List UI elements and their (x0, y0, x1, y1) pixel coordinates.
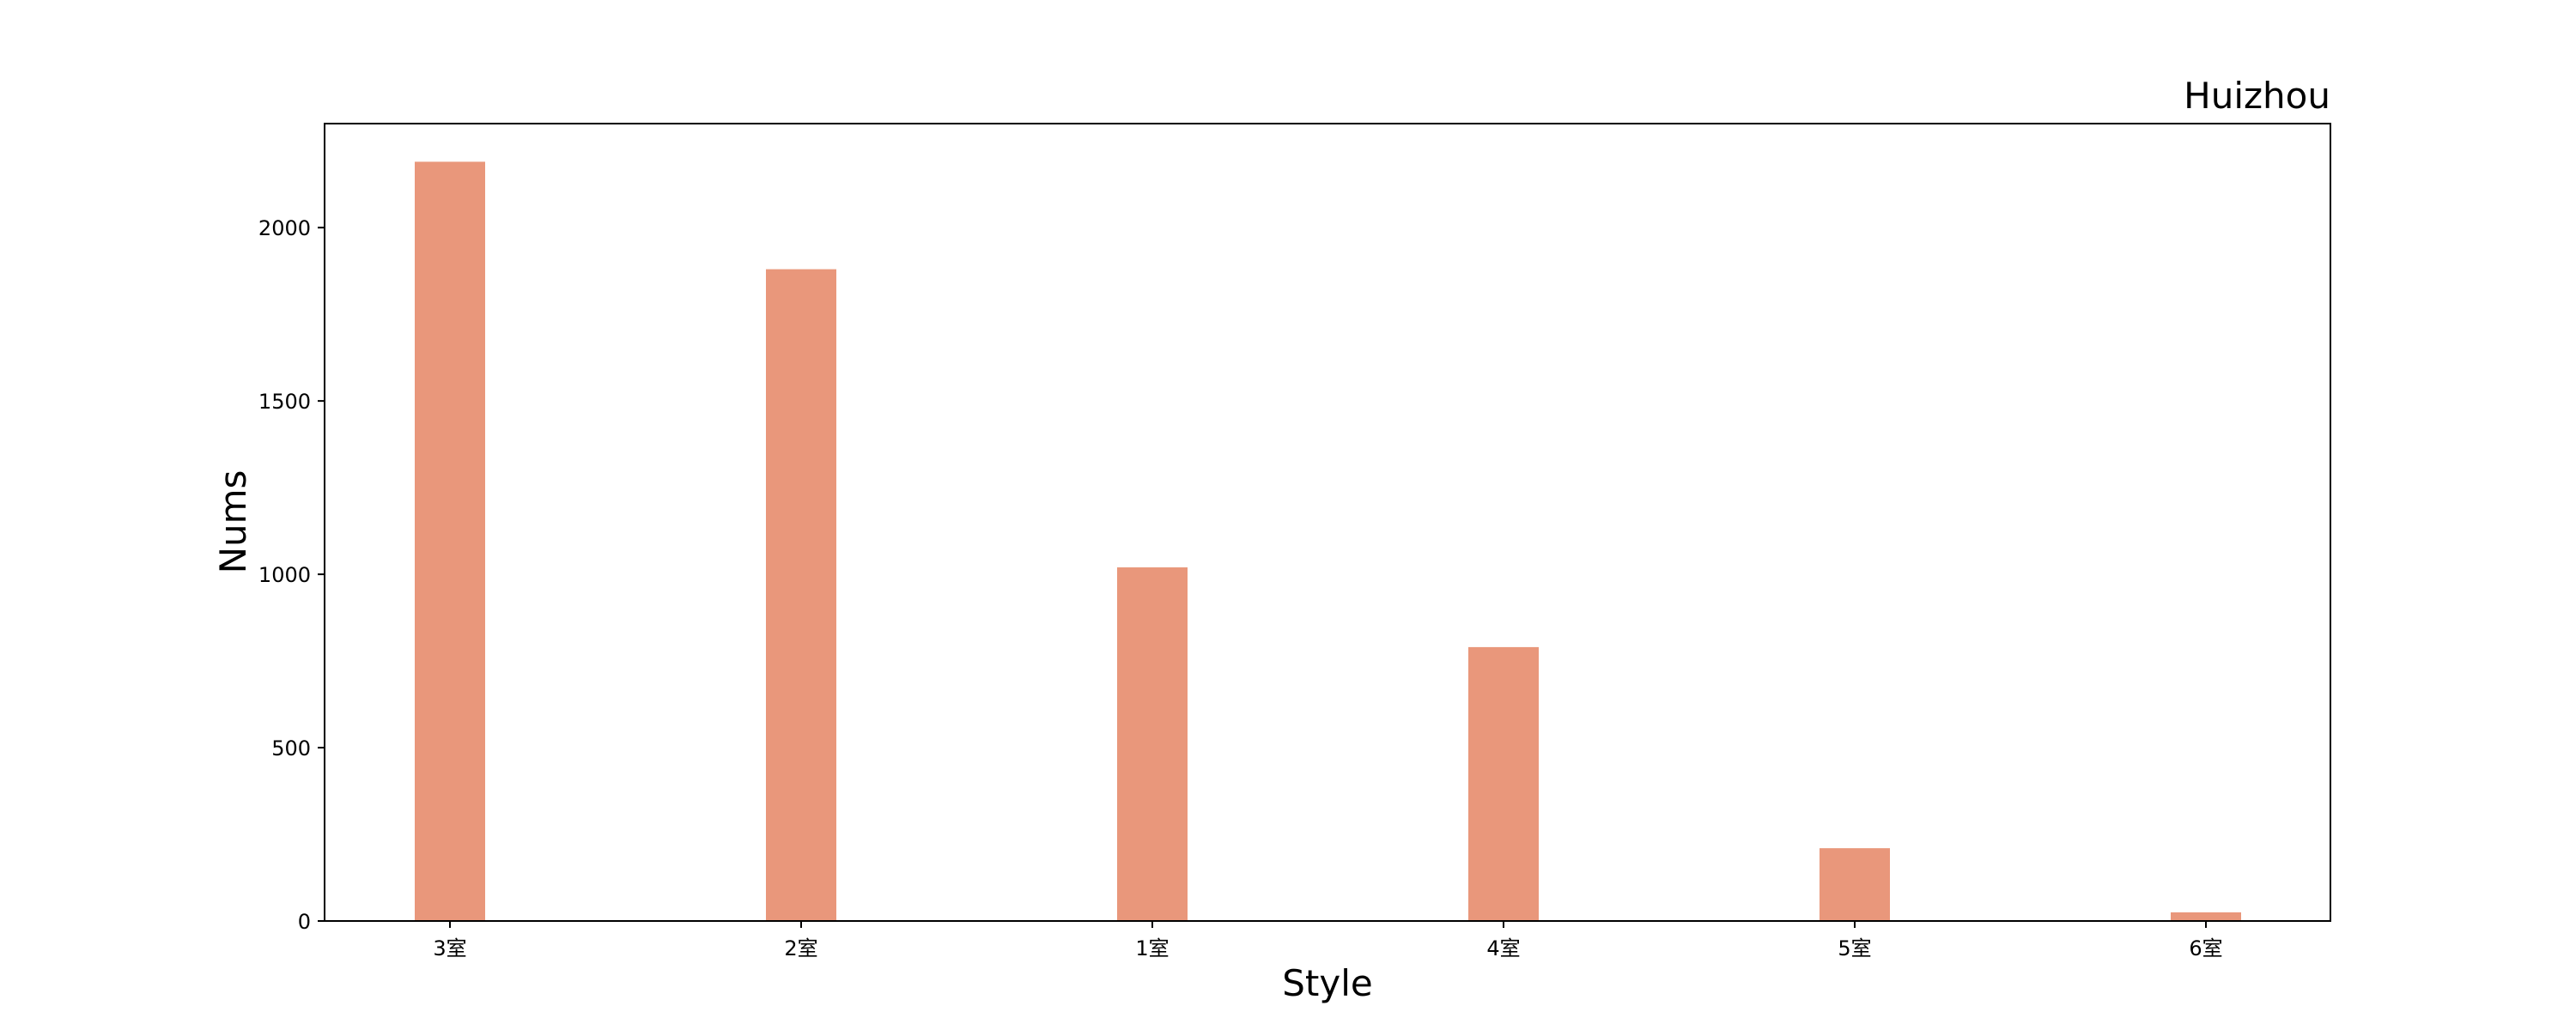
bar (2171, 912, 2241, 921)
y-tick-label: 500 (271, 736, 311, 760)
bar (1117, 567, 1188, 921)
y-tick-label: 1500 (258, 390, 311, 414)
bar (1820, 848, 1890, 921)
bars-group (415, 161, 2241, 922)
chart-title: Huizhou (2184, 75, 2330, 117)
y-axis: 0 500 1000 1500 2000 (258, 216, 325, 934)
bar (766, 269, 836, 922)
x-tick-label: 1室 (1135, 936, 1169, 960)
x-axis: 3室 2室 1室 4室 5室 6室 (433, 921, 2223, 960)
bar (1468, 646, 1539, 921)
x-tick-label: 2室 (784, 936, 817, 960)
y-tick-label: 1000 (258, 563, 311, 587)
y-axis-title: Nums (212, 470, 254, 574)
y-tick-label: 2000 (258, 216, 311, 240)
plot-frame (324, 123, 2331, 922)
x-tick-label: 3室 (433, 936, 466, 960)
bar (415, 161, 485, 922)
y-tick-label: 0 (298, 910, 311, 934)
x-tick-label: 4室 (1486, 936, 1520, 960)
x-tick-label: 5室 (1838, 936, 1871, 960)
x-tick-label: 6室 (2189, 936, 2222, 960)
x-axis-title: Style (1282, 962, 1373, 1004)
